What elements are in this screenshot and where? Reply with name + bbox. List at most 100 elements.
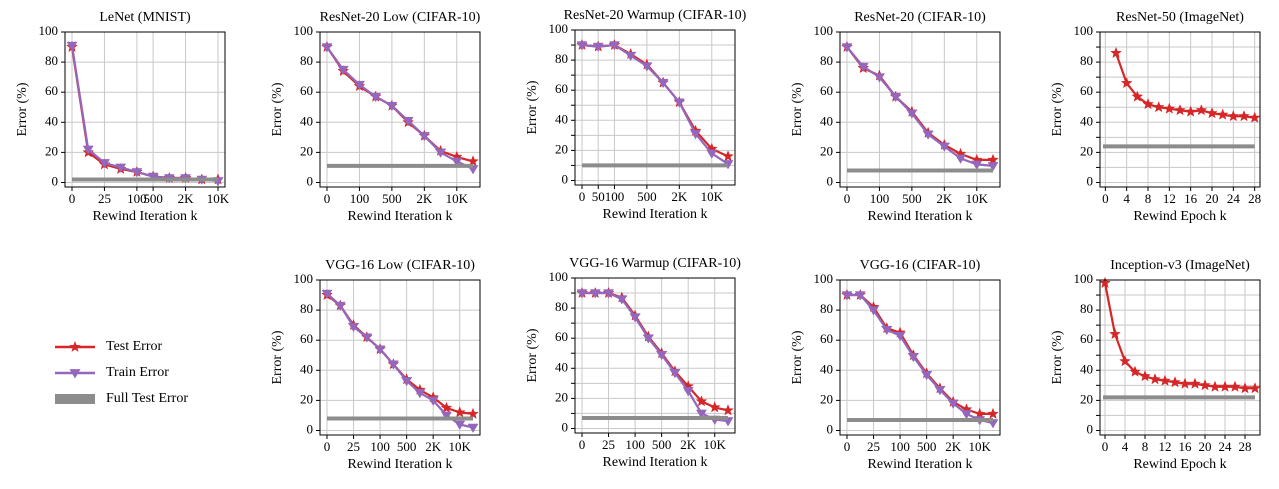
marker bbox=[906, 109, 918, 119]
y-tick-label: 60 bbox=[300, 83, 313, 98]
y-tick-label: 60 bbox=[555, 329, 568, 344]
y-tick-label: 60 bbox=[1080, 331, 1093, 346]
marker bbox=[435, 148, 446, 158]
y-tick-label: 100 bbox=[39, 23, 59, 38]
x-tick-label: 100 bbox=[605, 189, 625, 204]
chart-title: VGG-16 Warmup (CIFAR-10) bbox=[569, 256, 741, 271]
marker bbox=[609, 41, 620, 51]
x-tick-label: 20 bbox=[1199, 439, 1212, 454]
marker bbox=[348, 322, 359, 333]
x-tick-label: 100 bbox=[890, 439, 910, 454]
y-tick-label: 100 bbox=[1074, 23, 1094, 38]
series-line bbox=[846, 46, 993, 161]
series-line bbox=[847, 293, 993, 415]
marker bbox=[682, 387, 694, 397]
x-tick-label: 0 bbox=[1102, 439, 1109, 454]
marker bbox=[641, 62, 653, 72]
x-tick-label: 25 bbox=[602, 437, 615, 452]
marker bbox=[921, 371, 933, 381]
marker bbox=[1184, 105, 1197, 117]
marker bbox=[467, 407, 479, 419]
marker bbox=[890, 92, 902, 103]
legend-marker bbox=[69, 341, 81, 352]
marker bbox=[934, 386, 946, 396]
x-tick-label: 25 bbox=[98, 191, 111, 206]
marker bbox=[874, 73, 885, 83]
marker bbox=[657, 78, 669, 89]
x-tick-label: 0 bbox=[579, 189, 586, 204]
y-tick-label: 100 bbox=[549, 269, 569, 284]
marker bbox=[1249, 382, 1261, 394]
marker bbox=[1219, 380, 1231, 392]
marker bbox=[669, 369, 681, 379]
x-axis-label: Rewind Iteration k bbox=[348, 457, 453, 472]
y-tick-label: 80 bbox=[555, 299, 568, 314]
marker bbox=[987, 162, 999, 172]
x-tick-label: 0 bbox=[324, 191, 331, 206]
marker bbox=[642, 334, 654, 344]
y-tick-label: 20 bbox=[820, 143, 833, 158]
y-tick-label: 100 bbox=[1074, 271, 1094, 286]
y-tick-label: 60 bbox=[555, 81, 568, 96]
x-tick-label: 500 bbox=[652, 437, 672, 452]
y-tick-label: 40 bbox=[1080, 361, 1093, 376]
y-tick-label: 100 bbox=[549, 21, 569, 36]
marker bbox=[673, 98, 685, 108]
marker bbox=[961, 410, 972, 420]
x-tick-label: 2K bbox=[680, 437, 697, 452]
marker bbox=[1238, 110, 1250, 122]
marker bbox=[695, 395, 708, 407]
y-tick-label: 20 bbox=[300, 391, 313, 406]
plot-frame bbox=[64, 31, 226, 188]
y-tick-label: 0 bbox=[827, 421, 834, 436]
y-tick-label: 100 bbox=[294, 23, 314, 38]
marker bbox=[427, 396, 439, 406]
marker bbox=[973, 407, 986, 419]
marker bbox=[1163, 102, 1176, 114]
marker bbox=[1099, 276, 1111, 289]
plot-frame bbox=[1099, 31, 1261, 188]
x-tick-label: 24 bbox=[1227, 191, 1241, 206]
y-tick-label: 0 bbox=[827, 173, 834, 188]
y-tick-label: 0 bbox=[307, 173, 314, 188]
marker bbox=[854, 291, 866, 301]
x-axis-label: Rewind Iteration k bbox=[868, 457, 973, 472]
x-tick-label: 2K bbox=[425, 439, 442, 454]
y-tick-label: 60 bbox=[45, 83, 58, 98]
x-tick-label: 16 bbox=[1184, 191, 1198, 206]
x-tick-label: 10K bbox=[704, 437, 727, 452]
x-tick-label: 0 bbox=[324, 439, 331, 454]
marker bbox=[1227, 110, 1240, 122]
plot-frame bbox=[839, 31, 1001, 188]
legend-label: Train Error bbox=[106, 365, 169, 380]
x-tick-label: 28 bbox=[1248, 191, 1261, 206]
marker bbox=[1149, 373, 1161, 385]
y-axis-label: Error (%) bbox=[525, 328, 540, 382]
x-tick-label: 2K bbox=[416, 191, 433, 206]
x-tick-label: 24 bbox=[1219, 439, 1233, 454]
x-tick-label: 100 bbox=[127, 191, 147, 206]
marker bbox=[1248, 111, 1261, 123]
x-tick-label: 10K bbox=[207, 191, 230, 206]
plot-frame bbox=[319, 279, 481, 436]
y-axis-label: Error (%) bbox=[270, 82, 285, 136]
x-tick-label: 25 bbox=[347, 439, 360, 454]
marker bbox=[841, 291, 853, 301]
series-line bbox=[581, 43, 729, 158]
marker bbox=[354, 80, 365, 91]
y-tick-label: 100 bbox=[814, 23, 834, 38]
y-tick-label: 0 bbox=[562, 419, 569, 434]
marker bbox=[115, 163, 127, 173]
marker bbox=[1216, 108, 1229, 120]
chart-title: ResNet-20 Low (CIFAR-10) bbox=[320, 10, 481, 25]
y-tick-label: 20 bbox=[45, 143, 58, 158]
marker bbox=[696, 409, 707, 419]
x-tick-label: 100 bbox=[370, 439, 390, 454]
x-tick-label: 2K bbox=[178, 191, 195, 206]
marker bbox=[441, 411, 452, 421]
marker bbox=[1206, 107, 1218, 119]
marker bbox=[1129, 365, 1141, 377]
y-tick-label: 0 bbox=[562, 171, 569, 186]
marker bbox=[99, 159, 110, 169]
marker bbox=[1209, 380, 1221, 392]
